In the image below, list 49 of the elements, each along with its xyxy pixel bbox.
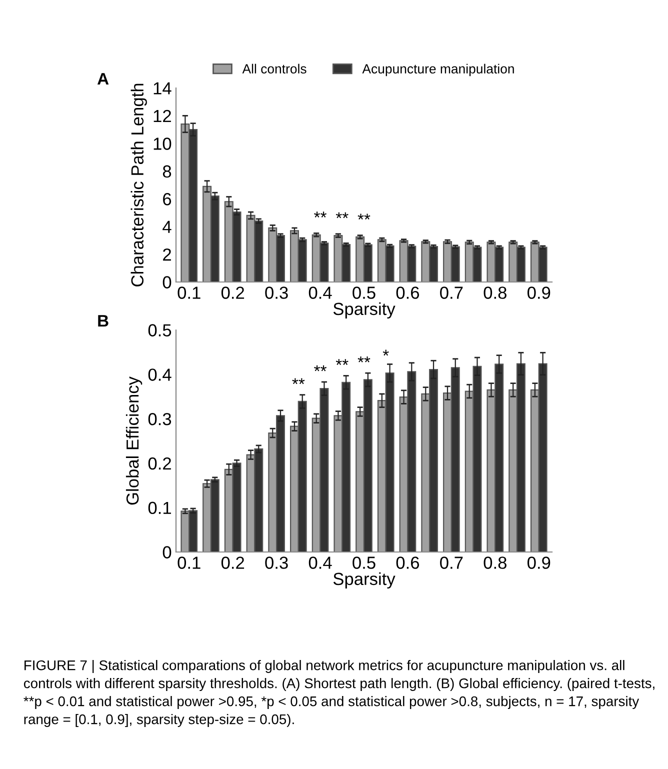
y-tick-label: 0.5 xyxy=(148,324,172,336)
x-tick-label: 0.4 xyxy=(308,556,332,569)
x-tick-label: 0.5 xyxy=(352,286,376,299)
x-tick-label: 0.2 xyxy=(221,556,244,569)
chart-title: B xyxy=(98,315,108,327)
annotation: ** xyxy=(358,356,370,362)
x-axis-title: Sparsity xyxy=(333,302,396,319)
x-tick-label: 0.8 xyxy=(484,286,506,299)
legend-label: Acupuncture manipulation xyxy=(362,64,514,76)
annotation: ** xyxy=(292,378,305,384)
y-tick-label: 0.2 xyxy=(148,457,171,470)
y-tick-label: 8 xyxy=(162,165,172,178)
x-tick-label: 0.3 xyxy=(265,556,288,569)
annotation: ** xyxy=(314,365,327,372)
caption: FIGURE 7 | Statistical comparations of global network metrics for acupuncture manipulation vs. all controls with different sparsity thresholds. (A) Shortest path length. (B) Global efficiency. (paired t-tests, **p < 0.01 and statistical power >0.95, *p < 0.05 and statistical power >0.8, subjects, n = 17, sparsity range = [0.1, 0.9], sparsity step-size = 0.05). xyxy=(24,660,654,727)
x-tick-label: 0.1 xyxy=(178,556,200,569)
x-tick-label: 0.4 xyxy=(308,286,332,299)
annotation: ** xyxy=(358,214,370,220)
y-tick-label: 10 xyxy=(154,138,172,150)
annotation: ** xyxy=(336,212,348,218)
legend-label: All controls xyxy=(242,64,306,74)
y-tick-label: 2 xyxy=(163,248,171,261)
annotation: ** xyxy=(314,212,327,218)
x-tick-label: 0.9 xyxy=(527,556,550,569)
chart-title: A xyxy=(97,73,109,85)
x-tick-label: 0.9 xyxy=(527,286,550,299)
annotation: * xyxy=(382,350,389,356)
y-tick-label: 4 xyxy=(162,220,172,233)
x-tick-label: 0.5 xyxy=(352,556,376,569)
y-tick-label: 0.3 xyxy=(148,412,172,426)
y-tick-label: 0.1 xyxy=(148,502,171,514)
y-tick-label: 0 xyxy=(162,546,172,558)
x-tick-label: 0.2 xyxy=(221,286,244,299)
x-tick-label: 0.7 xyxy=(440,556,463,569)
x-tick-label: 0.7 xyxy=(440,286,463,299)
x-tick-label: 0.6 xyxy=(396,286,420,299)
y-axis-title: Global Efficiency xyxy=(126,376,142,505)
y-tick-label: 0 xyxy=(162,276,172,288)
x-tick-label: 0.6 xyxy=(396,556,420,569)
annotation: ** xyxy=(336,359,348,365)
x-tick-label: 0.1 xyxy=(178,286,200,299)
y-tick-label: 0.4 xyxy=(148,368,172,381)
y-tick-label: 12 xyxy=(154,110,171,122)
y-axis-title: Characteristic Path Length xyxy=(130,84,147,286)
y-tick-label: 6 xyxy=(163,193,172,206)
x-tick-label: 0.3 xyxy=(265,286,288,299)
x-axis-title: Sparsity xyxy=(333,572,396,589)
x-tick-label: 0.8 xyxy=(484,556,506,569)
y-tick-label: 14 xyxy=(154,82,172,94)
